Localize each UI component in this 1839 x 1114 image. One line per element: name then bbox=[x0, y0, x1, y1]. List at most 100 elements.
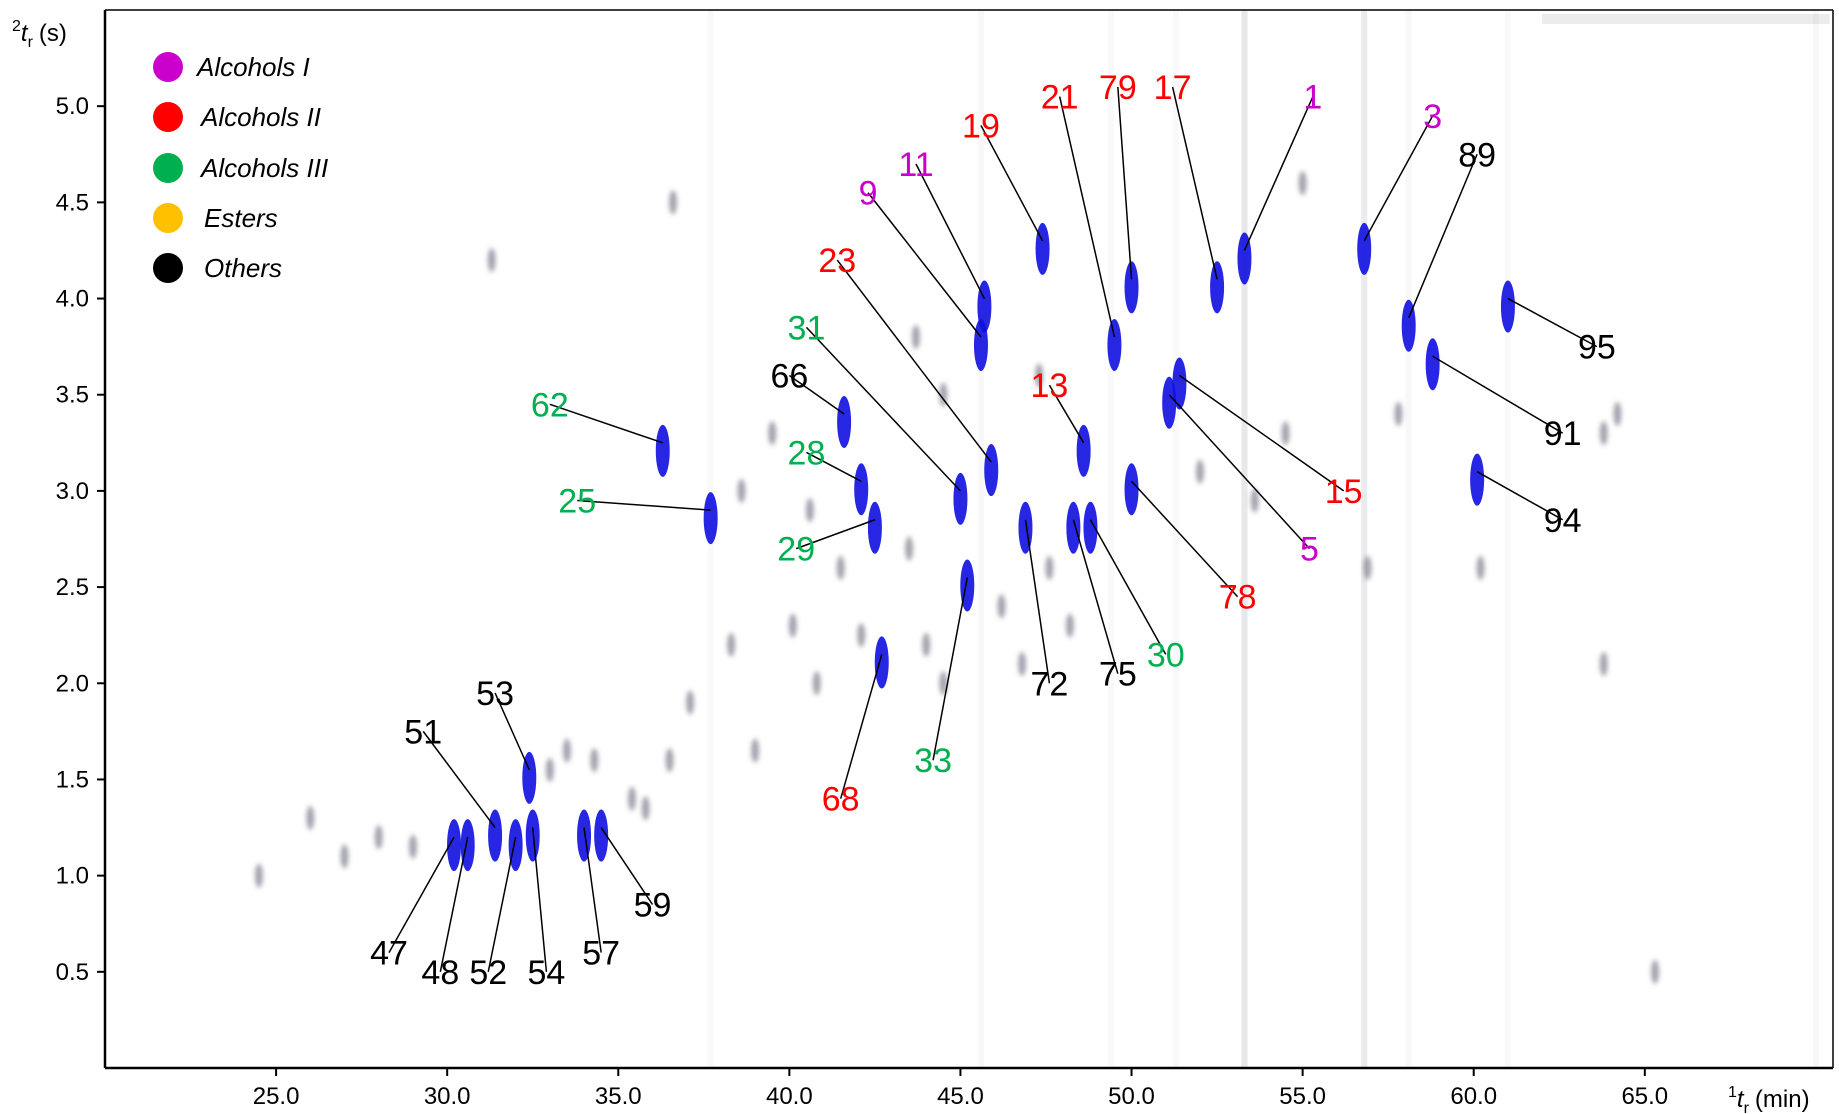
legend: Alcohols I Alcohols II Alcohols III Este… bbox=[153, 52, 328, 283]
y-axis-ticks: 0.5 1.0 1.5 2.0 2.5 3.0 3.5 4.0 4.5 5.0 bbox=[56, 93, 105, 986]
minor-peak-spot bbox=[857, 623, 866, 648]
minor-peak-spot bbox=[727, 632, 736, 657]
peak-17-leader-line bbox=[1171, 86, 1218, 280]
x-tick-label: 40.0 bbox=[766, 1083, 813, 1110]
legend-label-alcohols-iii: Alcohols III bbox=[199, 153, 328, 183]
x-axis-title-sup: 1 bbox=[1728, 1084, 1737, 1101]
minor-peak-spot bbox=[1035, 363, 1044, 388]
peak-29-label: 29 bbox=[777, 531, 815, 569]
peak-52-label: 52 bbox=[469, 954, 507, 992]
peak-11-spot bbox=[977, 280, 992, 333]
minor-peak-spot bbox=[374, 825, 383, 850]
peak-11-label: 11 bbox=[898, 146, 933, 184]
column-bleed-streak bbox=[1361, 10, 1368, 1068]
peak-47-label: 47 bbox=[370, 935, 408, 973]
minor-peak-spot bbox=[306, 805, 315, 830]
peak-66-leader-line bbox=[788, 374, 845, 415]
peak-19-leader-line bbox=[980, 125, 1044, 242]
column-bleed-streak bbox=[1812, 10, 1819, 1068]
minor-peak-spot bbox=[686, 690, 695, 715]
peak-21-leader-line bbox=[1058, 96, 1116, 338]
peak-29-spot bbox=[867, 501, 882, 554]
peak-66-label: 66 bbox=[770, 357, 808, 395]
peak-30-leader-line bbox=[1089, 519, 1167, 655]
minor-peak-spot bbox=[911, 325, 920, 350]
peak-79-spot bbox=[1124, 261, 1139, 314]
y-tick-label: 1.0 bbox=[56, 863, 89, 890]
peak-53-label: 53 bbox=[476, 675, 514, 713]
peak-3-leader-line bbox=[1363, 115, 1434, 242]
x-axis-title: 1tr (min) bbox=[1728, 1084, 1810, 1114]
peak-89-leader-line bbox=[1408, 153, 1478, 319]
y-tick-label: 5.0 bbox=[56, 93, 89, 120]
peak-17-label: 17 bbox=[1154, 69, 1192, 107]
minor-peak-spot bbox=[751, 738, 760, 763]
minor-peak-spot bbox=[836, 555, 845, 580]
baseline-band bbox=[1542, 14, 1830, 24]
minor-peak-spot bbox=[1599, 421, 1608, 446]
peak-79-leader-line bbox=[1117, 86, 1133, 280]
column-bleed-streak bbox=[1241, 10, 1248, 1068]
peak-15-label: 15 bbox=[1325, 473, 1363, 511]
y-tick-label: 3.0 bbox=[56, 478, 89, 505]
y-axis-title-sup: 2 bbox=[12, 18, 21, 35]
legend-swatch-alcohols-ii bbox=[153, 102, 183, 132]
plot-background bbox=[105, 10, 1833, 1068]
minor-peak-spot bbox=[545, 757, 554, 782]
minor-peak-spot bbox=[408, 834, 417, 859]
peak-48-label: 48 bbox=[421, 954, 459, 992]
peak-28-label: 28 bbox=[788, 434, 826, 472]
peak-31-spot bbox=[953, 472, 968, 525]
legend-label-esters: Esters bbox=[204, 203, 278, 233]
minor-peak-spot bbox=[997, 594, 1006, 619]
peak-1-leader-line bbox=[1243, 96, 1314, 251]
minor-peak-spot bbox=[737, 478, 746, 503]
peak-54-leader-line bbox=[531, 827, 548, 972]
minor-peak-spot bbox=[1298, 171, 1307, 196]
peak-47-spot bbox=[447, 819, 462, 872]
minor-peak-spot bbox=[1250, 488, 1259, 513]
peak-66-spot bbox=[837, 395, 852, 448]
legend-label-alcohols-ii: Alcohols II bbox=[199, 102, 321, 132]
minor-peak-spot bbox=[788, 613, 797, 638]
y-axis-title-unit: (s) bbox=[39, 20, 67, 47]
peak-72-label: 72 bbox=[1030, 665, 1068, 703]
peak-30-label: 30 bbox=[1147, 636, 1185, 674]
peak-57-leader-line bbox=[583, 827, 602, 953]
peak-51-label: 51 bbox=[404, 713, 442, 751]
minor-peak-spot bbox=[590, 748, 599, 773]
peak-95-spot bbox=[1500, 280, 1515, 333]
peak-23-label: 23 bbox=[818, 242, 856, 280]
background-streaks bbox=[707, 10, 1830, 1068]
peak-91-label: 91 bbox=[1544, 415, 1582, 453]
column-bleed-streak bbox=[977, 10, 984, 1068]
peak-23-leader-line bbox=[836, 259, 992, 463]
minor-peaks bbox=[254, 171, 1660, 984]
peak-78-leader-line bbox=[1130, 480, 1239, 598]
minor-peak-spot bbox=[905, 536, 914, 561]
minor-peak-spot bbox=[1281, 421, 1290, 446]
peak-31-label: 31 bbox=[788, 309, 826, 347]
peak-5-label: 5 bbox=[1300, 531, 1319, 569]
peak-51-leader-line bbox=[422, 730, 496, 828]
peak-9-leader-line bbox=[867, 192, 982, 338]
peak-52-spot bbox=[508, 819, 523, 872]
y-tick-label: 2.5 bbox=[56, 574, 89, 601]
peak-29-leader-line bbox=[795, 519, 876, 550]
peak-89-spot bbox=[1401, 299, 1416, 352]
y-axis-title: 2tr (s) bbox=[12, 18, 67, 51]
minor-peak-spot bbox=[1363, 555, 1372, 580]
peak-1-spot bbox=[1237, 232, 1252, 285]
minor-peak-spot bbox=[665, 748, 674, 773]
peak-21-label: 21 bbox=[1041, 79, 1079, 117]
minor-peak-spot bbox=[562, 738, 571, 763]
peak-91-leader-line bbox=[1432, 355, 1564, 434]
minor-peak-spot bbox=[922, 632, 931, 657]
svg-text:2tr(s): 2tr (s) bbox=[12, 18, 67, 51]
peak-59-spot bbox=[594, 809, 609, 862]
peak-59-label: 59 bbox=[634, 886, 672, 924]
minor-peak-spot bbox=[812, 671, 821, 696]
peak-28-leader-line bbox=[806, 451, 862, 482]
